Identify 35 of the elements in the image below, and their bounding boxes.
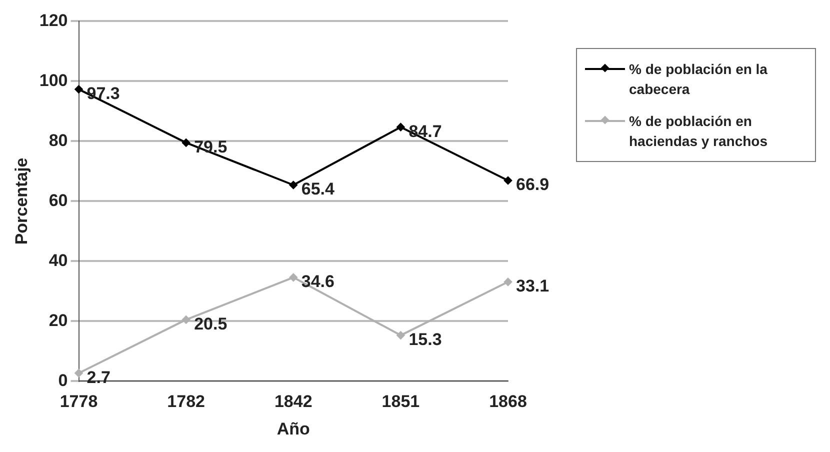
point [182,316,190,324]
x-tick-label: 1851 [382,392,420,412]
data-label: 79.5 [194,137,228,156]
y-tick-label: 0 [58,370,68,390]
data-label: 34.6 [301,272,334,292]
legend-label: % de población en haciendas y ranchos [629,112,769,151]
x-tick-label: 1782 [167,392,205,412]
y-tick-label: 80 [48,130,68,150]
data-label: 20.5 [194,314,228,334]
x-tick-label: 1778 [60,392,98,412]
point [289,273,298,282]
data-label: 65.4 [301,180,336,199]
y-tick-label: 60 [48,190,68,210]
point [289,181,298,189]
point [396,331,405,340]
y-tick-label: 100 [39,70,68,90]
x-axis-title: Año [276,419,310,438]
y-tick-label: 120 [39,10,68,30]
point [396,123,405,132]
data-label: 84.7 [408,122,442,141]
data-label: 33.1 [516,276,550,296]
y-tick-label: 20 [48,310,68,330]
point [504,278,512,286]
x-tick-label: 1842 [274,392,312,412]
y-tick-label: 40 [48,250,68,270]
data-label: 15.3 [408,330,442,349]
x-tick-label: 1868 [489,392,527,412]
data-label: 66.9 [516,175,550,194]
data-label: 97.3 [86,84,120,103]
point [504,176,512,184]
point [74,369,83,378]
point [74,85,83,94]
legend-label: % de población en la cabecera [629,60,768,99]
y-axis-title: Porcentaje [12,158,31,245]
point [182,138,190,147]
